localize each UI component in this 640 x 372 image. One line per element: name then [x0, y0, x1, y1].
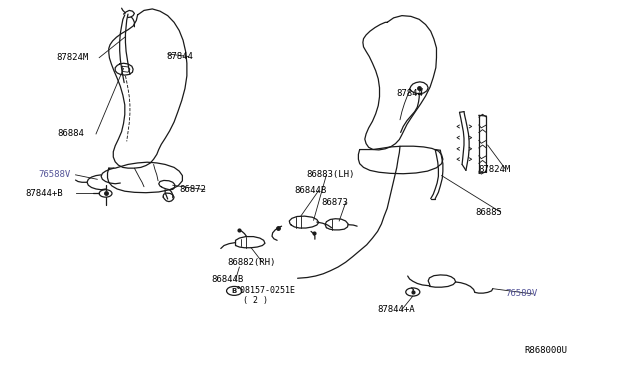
Text: 87844+A: 87844+A — [378, 305, 415, 314]
Text: 86882(RH): 86882(RH) — [227, 258, 276, 267]
Text: 86883(LH): 86883(LH) — [306, 170, 355, 179]
Text: °08157-0251E: °08157-0251E — [236, 286, 296, 295]
Text: 86844B: 86844B — [294, 186, 326, 195]
Text: R868000U: R868000U — [525, 346, 568, 355]
Text: 86844B: 86844B — [211, 275, 243, 284]
Text: 86872: 86872 — [179, 185, 206, 194]
Text: B: B — [232, 288, 237, 294]
Text: 87824M: 87824M — [479, 165, 511, 174]
Text: 87824M: 87824M — [56, 53, 88, 62]
Text: 76588V: 76588V — [38, 170, 70, 179]
Text: 86884: 86884 — [58, 129, 84, 138]
Text: 86873: 86873 — [321, 198, 348, 207]
Text: 87844: 87844 — [397, 89, 424, 98]
Text: ( 2 ): ( 2 ) — [243, 296, 268, 305]
Text: 87844: 87844 — [166, 52, 193, 61]
Text: 87844+B: 87844+B — [26, 189, 63, 198]
Text: 86885: 86885 — [475, 208, 502, 217]
Text: 76589V: 76589V — [506, 289, 538, 298]
